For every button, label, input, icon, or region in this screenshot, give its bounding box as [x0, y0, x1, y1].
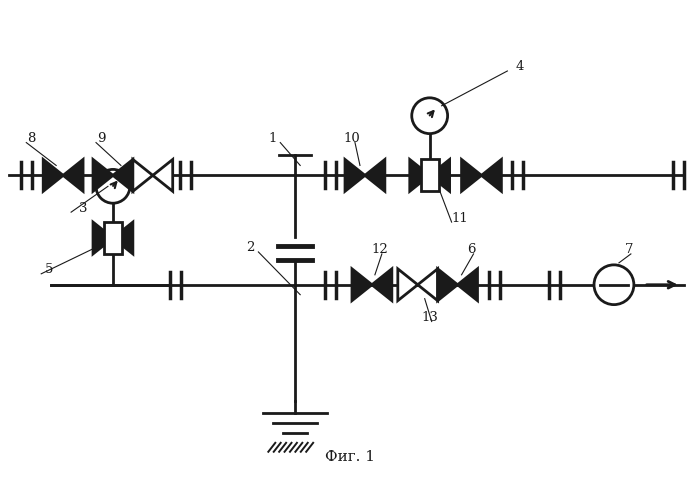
Text: 2: 2	[246, 241, 255, 254]
Text: 10: 10	[344, 132, 360, 145]
Text: 11: 11	[452, 212, 468, 225]
Text: 3: 3	[79, 202, 88, 215]
Text: 13: 13	[421, 311, 438, 324]
Text: 7: 7	[624, 243, 633, 256]
Polygon shape	[430, 159, 449, 192]
Text: 1: 1	[268, 132, 277, 145]
Polygon shape	[352, 269, 372, 300]
Polygon shape	[372, 269, 392, 300]
Text: 8: 8	[27, 132, 36, 145]
Bar	[104, 222, 122, 254]
Polygon shape	[410, 159, 430, 192]
Polygon shape	[93, 159, 113, 192]
Polygon shape	[458, 269, 477, 300]
Polygon shape	[398, 269, 418, 300]
Polygon shape	[43, 159, 63, 192]
Polygon shape	[438, 269, 458, 300]
Text: 12: 12	[372, 243, 389, 256]
Text: Фиг. 1: Фиг. 1	[325, 450, 375, 464]
Polygon shape	[345, 159, 365, 192]
Polygon shape	[113, 222, 133, 254]
Bar	[421, 159, 439, 192]
Text: 5: 5	[45, 264, 53, 276]
Polygon shape	[63, 159, 83, 192]
Text: 6: 6	[468, 243, 476, 256]
Polygon shape	[93, 222, 113, 254]
Text: 9: 9	[97, 132, 105, 145]
Polygon shape	[482, 159, 501, 192]
Polygon shape	[365, 159, 385, 192]
Polygon shape	[418, 269, 438, 300]
Polygon shape	[153, 159, 173, 192]
Polygon shape	[461, 159, 482, 192]
Polygon shape	[113, 159, 133, 192]
Polygon shape	[133, 159, 153, 192]
Circle shape	[594, 265, 634, 305]
Text: 4: 4	[515, 60, 524, 72]
